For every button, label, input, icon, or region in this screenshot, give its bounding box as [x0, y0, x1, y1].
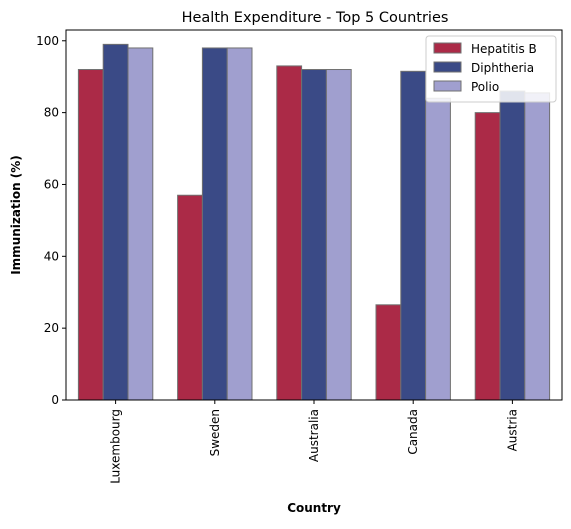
bar-diphtheria-canada: [400, 70, 427, 401]
chart-title: Health Expenditure - Top 5 Countries: [182, 10, 449, 26]
legend-label: Polio: [471, 80, 499, 94]
bar-diphtheria-austria: [499, 90, 526, 401]
x-tick-label: Austria: [505, 409, 519, 451]
legend-swatch: [433, 80, 462, 92]
bar-diphtheria-australia: [301, 69, 327, 401]
bar-polio-canada: [425, 97, 451, 401]
y-tick-label: 20: [44, 321, 59, 335]
bar-polio-luxembourg: [127, 47, 154, 401]
y-tick-label: 80: [44, 106, 59, 120]
x-tick-label: Australia: [307, 409, 321, 462]
y-tick-label: 0: [51, 393, 59, 407]
bar-hepatitis-b-australia: [276, 65, 303, 401]
bar-hepatitis-b-sweden: [177, 194, 203, 401]
x-axis-label: Country: [287, 501, 341, 515]
bars-layer: [77, 43, 551, 401]
legend: Hepatitis B Diphtheria Polio: [425, 35, 557, 103]
legend-label: Hepatitis B: [471, 42, 537, 56]
bar-hepatitis-b-austria: [474, 112, 501, 401]
bar-hepatitis-b-luxembourg: [77, 69, 104, 401]
y-tick-label: 100: [36, 34, 59, 48]
legend-swatch: [433, 42, 462, 54]
x-axis-ticks: Luxembourg Sweden Australia Canada Austria: [109, 400, 519, 484]
x-tick-label: Sweden: [208, 409, 222, 456]
bar-diphtheria-sweden: [201, 47, 228, 401]
y-tick-label: 60: [44, 177, 59, 191]
x-tick-label: Canada: [406, 409, 420, 455]
bar-polio-sweden: [226, 47, 253, 401]
x-tick-label: Luxembourg: [109, 409, 123, 484]
y-tick-label: 40: [44, 249, 59, 263]
bar-diphtheria-luxembourg: [102, 43, 129, 401]
y-axis-label: Immunization (%): [9, 155, 23, 275]
bar-polio-austria: [524, 92, 551, 401]
bar-hepatitis-b-canada: [375, 304, 402, 401]
legend-swatch: [433, 61, 462, 73]
y-axis-ticks: 0 20 40 60 80 100: [36, 34, 66, 407]
legend-label: Diphtheria: [471, 61, 534, 75]
bar-polio-australia: [325, 69, 352, 401]
